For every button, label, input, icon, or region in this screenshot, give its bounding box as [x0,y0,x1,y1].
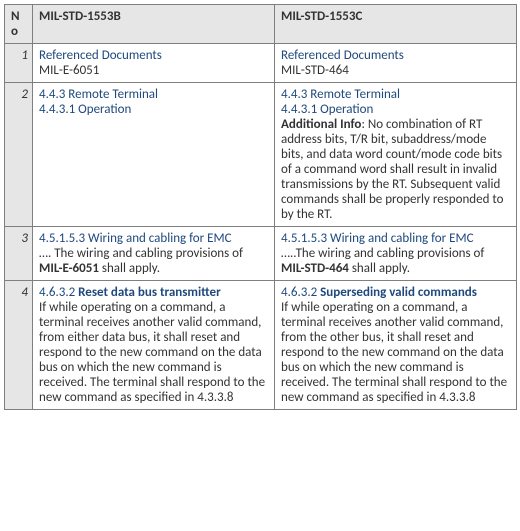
cell-1553b: 4.6.3.2 Reset data bus transmitterIf whi… [33,281,275,410]
header-row: No MIL-STD-1553B MIL-STD-1553C [5,5,517,44]
cell-1553c: 4.4.3 Remote Terminal4.4.3.1 OperationAd… [275,83,517,227]
row-number: 3 [5,227,33,281]
cell-1553b: 4.5.1.5.3 Wiring and cabling for EMC…. T… [33,227,275,281]
table-row: 24.4.3 Remote Terminal4.4.3.1 Operation4… [5,83,517,227]
table-row: 34.5.1.5.3 Wiring and cabling for EMC…. … [5,227,517,281]
comparison-table: No MIL-STD-1553B MIL-STD-1553C 1Referenc… [4,4,517,410]
header-1553b: MIL-STD-1553B [33,5,275,44]
table-row: 1Referenced DocumentsMIL-E-6051Reference… [5,44,517,83]
table-row: 44.6.3.2 Reset data bus transmitterIf wh… [5,281,517,410]
cell-1553c: Referenced DocumentsMIL-STD-464 [275,44,517,83]
cell-1553c: 4.5.1.5.3 Wiring and cabling for EMC…..T… [275,227,517,281]
header-1553c: MIL-STD-1553C [275,5,517,44]
row-number: 4 [5,281,33,410]
row-number: 2 [5,83,33,227]
table-body: 1Referenced DocumentsMIL-E-6051Reference… [5,44,517,410]
cell-1553b: 4.4.3 Remote Terminal4.4.3.1 Operation [33,83,275,227]
row-number: 1 [5,44,33,83]
cell-1553c: 4.6.3.2 Superseding valid commandsIf whi… [275,281,517,410]
cell-1553b: Referenced DocumentsMIL-E-6051 [33,44,275,83]
header-no: No [5,5,33,44]
